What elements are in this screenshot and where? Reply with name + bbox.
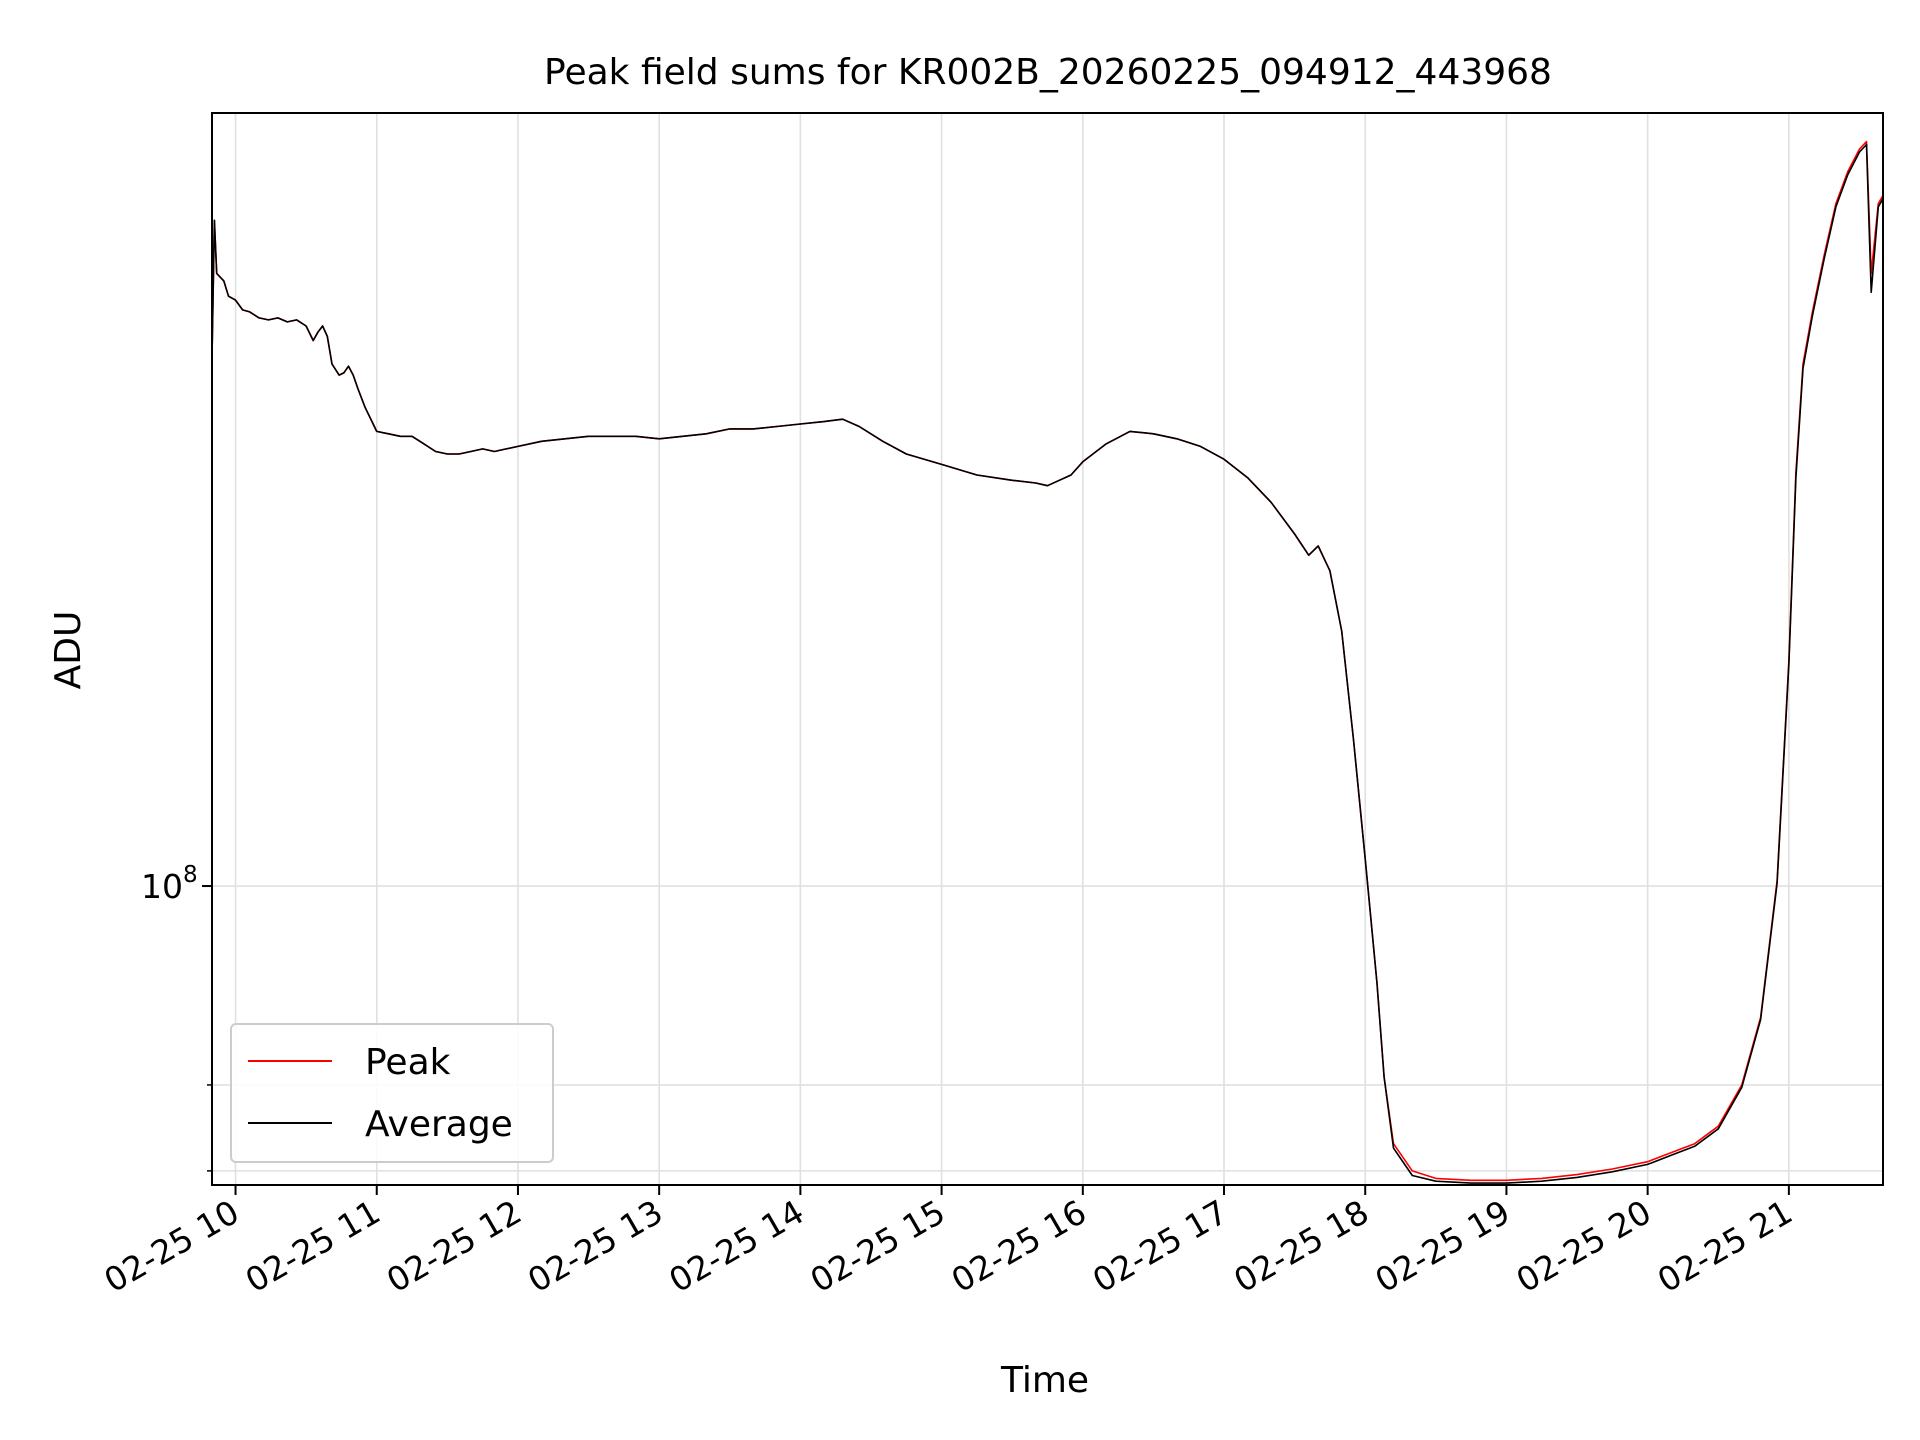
plot-frame [211,112,1884,1186]
legend-label-average: Average [365,1104,513,1145]
y-tick-label: 10 [141,867,183,906]
y-tick-exponent: 8 [183,862,198,888]
legend-box [230,1023,554,1163]
grid [212,113,1883,1185]
series-line-average [211,143,1884,1184]
x-axis-label: Time [1000,1360,1089,1401]
chart-title: Peak field sums for KR002B_20260225_0949… [544,52,1552,93]
y-axis-ticks: 10 8 [141,862,212,1172]
y-axis-label: ADU [48,611,89,690]
series-layer [211,140,1884,1184]
legend-label-peak: Peak [365,1042,451,1083]
legend: Peak Average [230,1023,554,1163]
